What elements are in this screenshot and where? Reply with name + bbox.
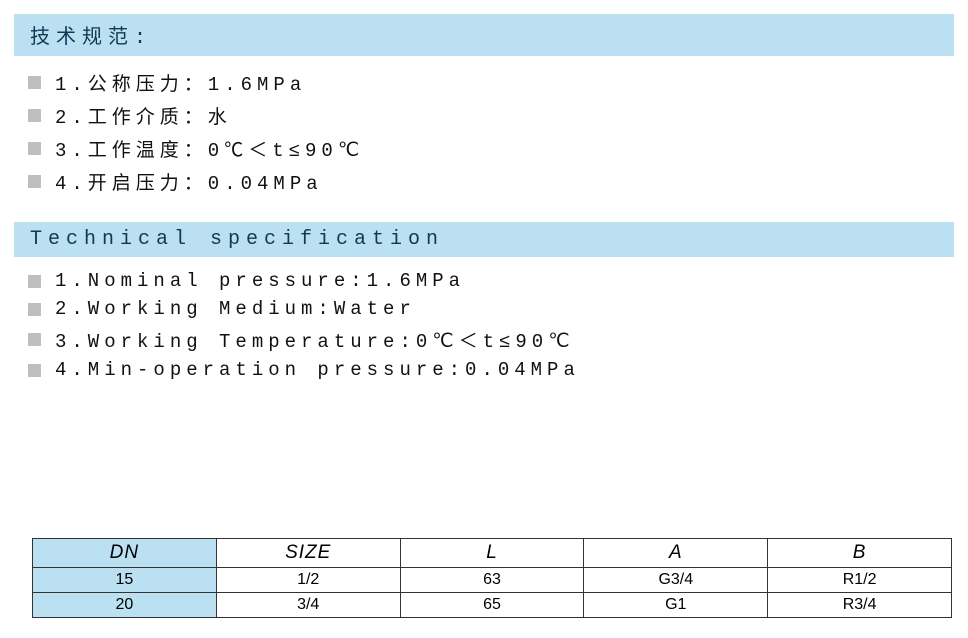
- bullet-icon: [28, 109, 41, 122]
- table-cell: R3/4: [768, 593, 952, 618]
- spec-text: 1.Nominal pressure:1.6MPa: [55, 270, 465, 292]
- table-header-b: B: [768, 539, 952, 568]
- bullet-icon: [28, 275, 41, 288]
- section-header-en: Technical specification: [14, 222, 954, 257]
- list-item: 2.工作介质：水: [14, 99, 954, 132]
- table-cell: 1/2: [216, 568, 400, 593]
- table-cell: G3/4: [584, 568, 768, 593]
- list-item: 4.Min-operation pressure:0.04MPa: [14, 356, 954, 384]
- list-item: 1.Nominal pressure:1.6MPa: [14, 267, 954, 295]
- spec-text: 3.Working Temperature:0℃＜t≤90℃: [55, 326, 575, 353]
- list-item: 3.Working Temperature:0℃＜t≤90℃: [14, 323, 954, 356]
- spec-list-cn: 1.公称压力：1.6MPa 2.工作介质：水 3.工作温度：0℃＜t≤90℃ 4…: [14, 66, 954, 198]
- table-cell: G1: [584, 593, 768, 618]
- table-cell: 3/4: [216, 593, 400, 618]
- list-item: 1.公称压力：1.6MPa: [14, 66, 954, 99]
- table-cell: 15: [33, 568, 217, 593]
- dimensions-table: DN SIZE L A B 15 1/2 63 G3/4 R1/2 20 3/4…: [32, 538, 952, 618]
- bullet-icon: [28, 175, 41, 188]
- section-header-cn: 技术规范:: [14, 14, 954, 56]
- table-cell: R1/2: [768, 568, 952, 593]
- spec-text: 2.工作介质：水: [55, 102, 232, 129]
- table-cell: 63: [400, 568, 584, 593]
- bullet-icon: [28, 303, 41, 316]
- spacer: [14, 408, 954, 538]
- bullet-icon: [28, 76, 41, 89]
- spec-text: 2.Working Medium:Water: [55, 298, 416, 320]
- table-header-a: A: [584, 539, 768, 568]
- spec-text: 4.Min-operation pressure:0.04MPa: [55, 359, 580, 381]
- bullet-icon: [28, 142, 41, 155]
- list-item: 4.开启压力：0.04MPa: [14, 165, 954, 198]
- bullet-icon: [28, 364, 41, 377]
- list-item: 2.Working Medium:Water: [14, 295, 954, 323]
- table-row: 20 3/4 65 G1 R3/4: [33, 593, 952, 618]
- table-header-dn: DN: [33, 539, 217, 568]
- table-header-row: DN SIZE L A B: [33, 539, 952, 568]
- table-header-size: SIZE: [216, 539, 400, 568]
- table-row: 15 1/2 63 G3/4 R1/2: [33, 568, 952, 593]
- spec-list-en: 1.Nominal pressure:1.6MPa 2.Working Medi…: [14, 267, 954, 384]
- table-cell: 65: [400, 593, 584, 618]
- spec-text: 4.开启压力：0.04MPa: [55, 168, 323, 195]
- table-cell: 20: [33, 593, 217, 618]
- spec-text: 1.公称压力：1.6MPa: [55, 69, 306, 96]
- list-item: 3.工作温度：0℃＜t≤90℃: [14, 132, 954, 165]
- table-header-l: L: [400, 539, 584, 568]
- bullet-icon: [28, 333, 41, 346]
- spec-text: 3.工作温度：0℃＜t≤90℃: [55, 135, 364, 162]
